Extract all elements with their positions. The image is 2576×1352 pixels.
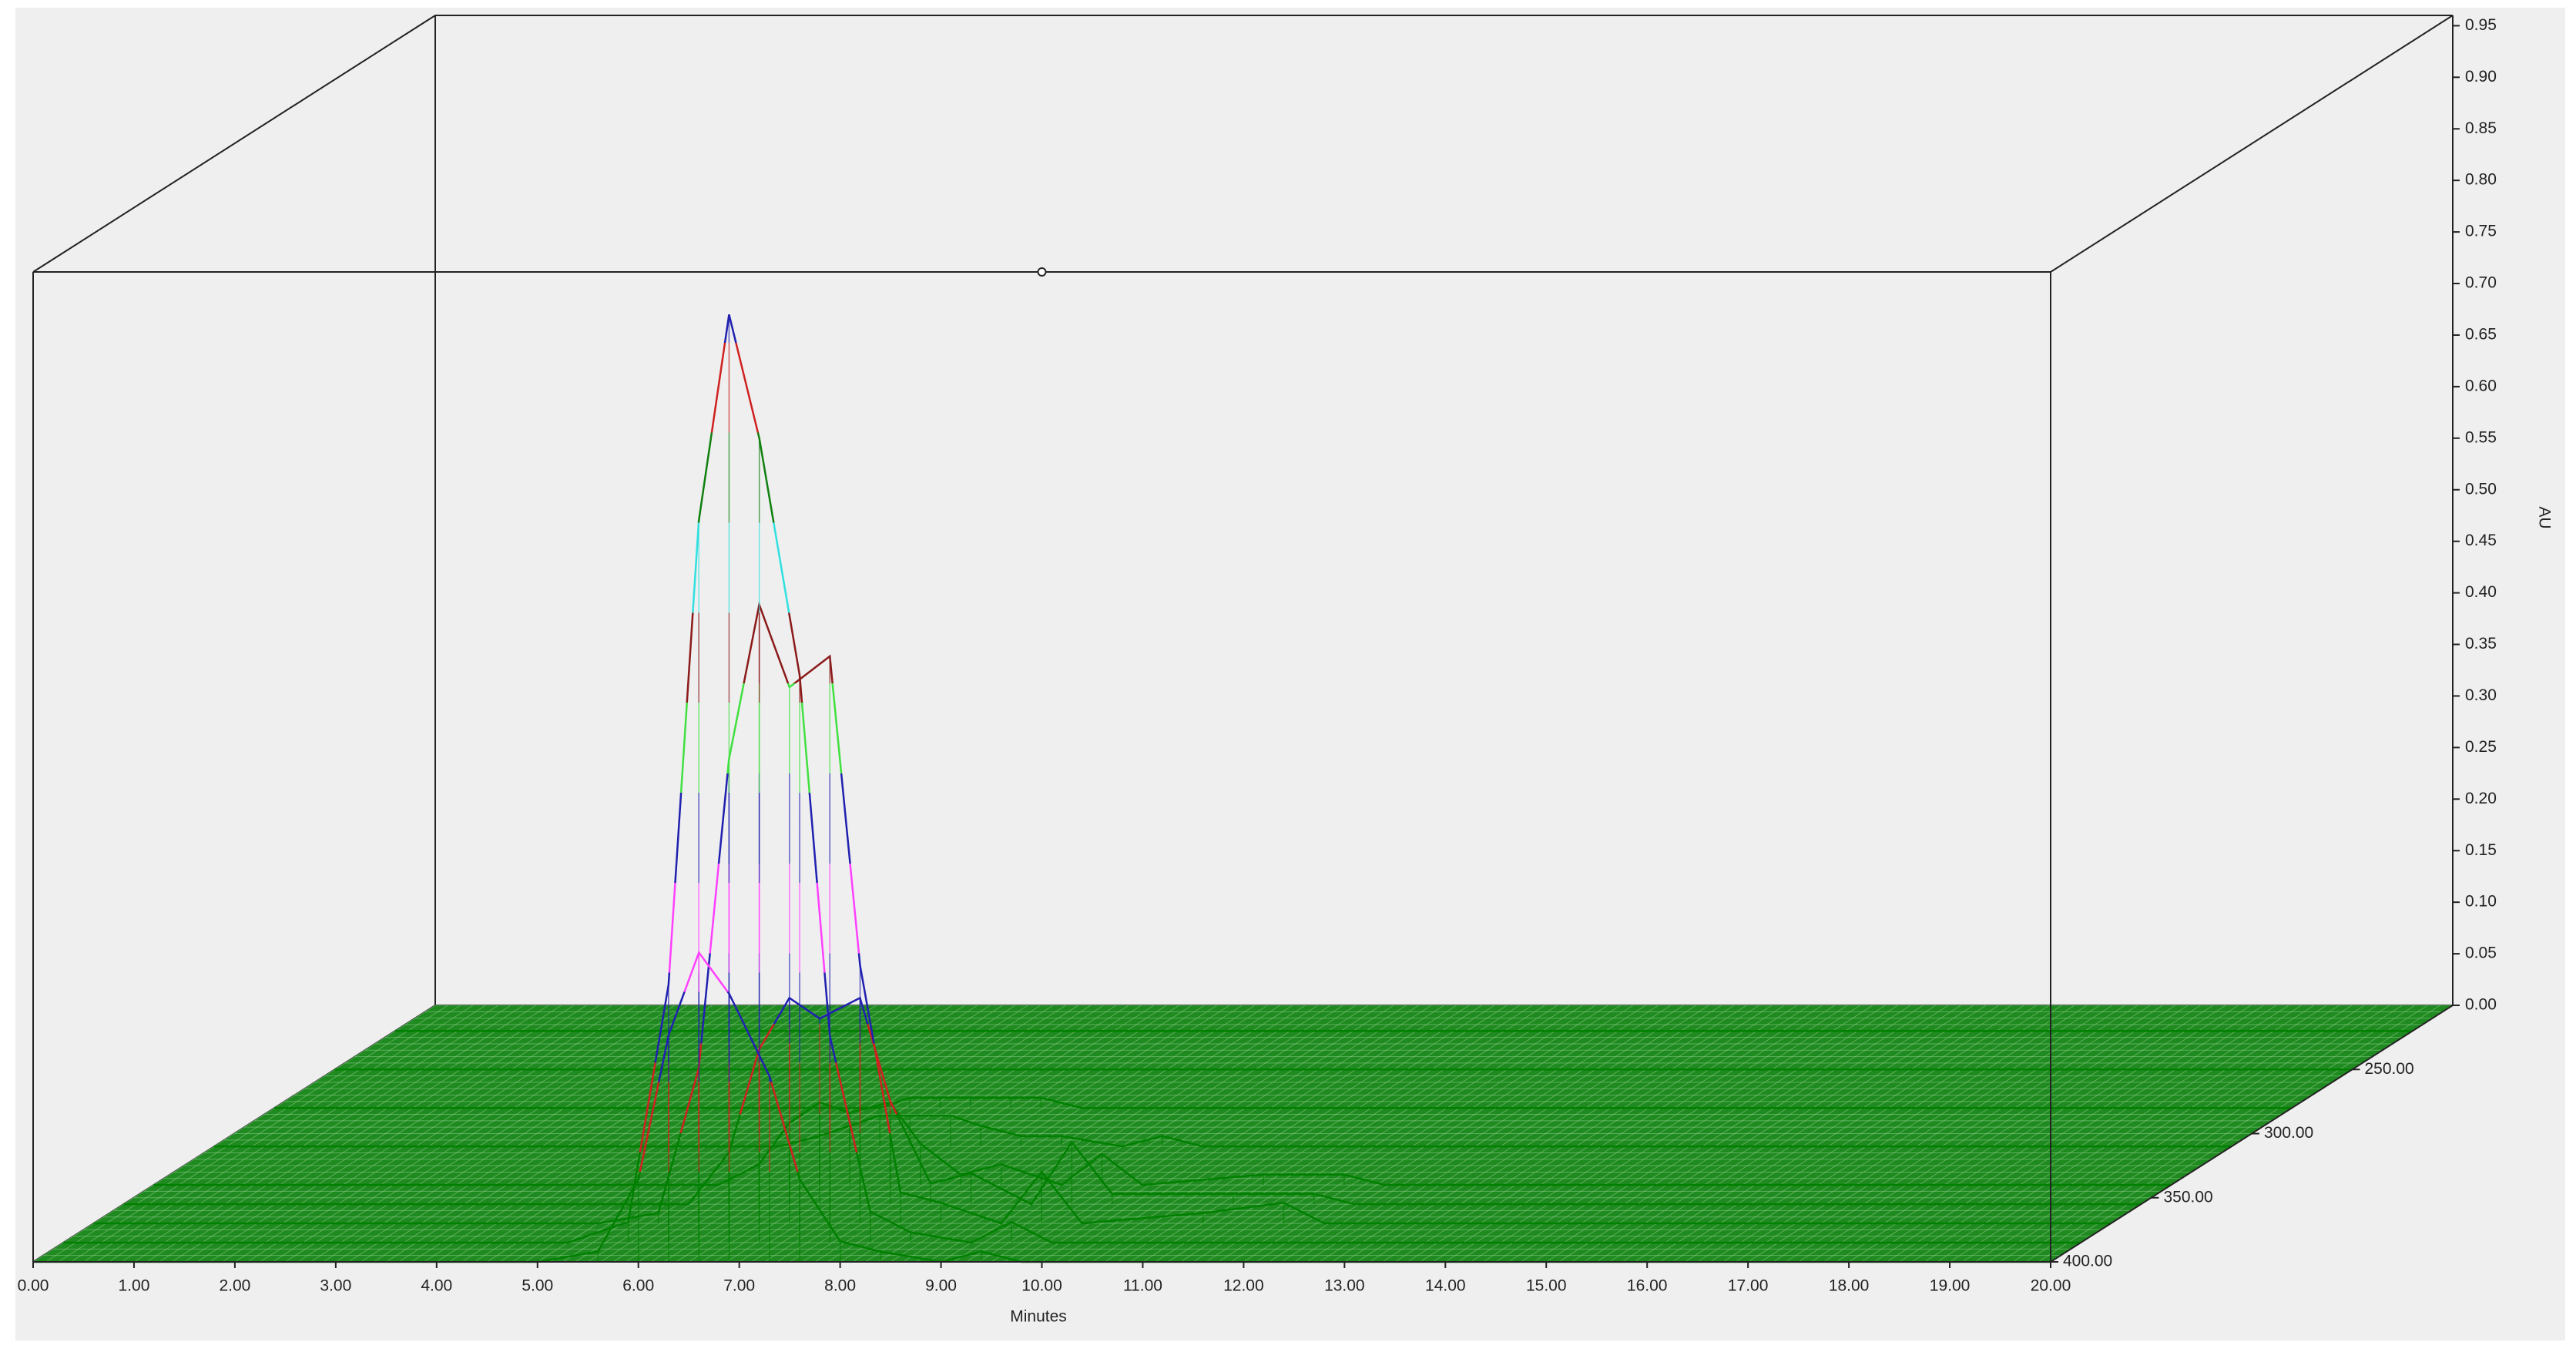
x-tick-label: 6.00 (622, 1277, 654, 1295)
y-tick-label: 0.70 (2465, 274, 2497, 292)
x-tick-label: 15.00 (1526, 1277, 1567, 1295)
z-tick-label: 250.00 (2365, 1060, 2414, 1078)
x-tick-label: 18.00 (1829, 1277, 1870, 1295)
y-axis-title: AU (2535, 506, 2553, 528)
x-tick-label: 7.00 (723, 1277, 755, 1295)
trace-layer (33, 314, 2413, 1263)
y-tick-label: 0.45 (2465, 532, 2497, 549)
x-tick-label: 2.00 (219, 1277, 250, 1295)
y-tick-label: 0.80 (2465, 171, 2497, 189)
box-edge (32, 15, 436, 273)
y-tick-label: 0.90 (2465, 68, 2497, 86)
trace (274, 1096, 2293, 1109)
y-tick-label: 0.30 (2465, 686, 2497, 704)
x-tick-label: 19.00 (1930, 1277, 1971, 1295)
y-tick-label: 0.10 (2465, 893, 2497, 911)
y-tick-label: 0.20 (2465, 790, 2497, 807)
y-tick-label: 0.60 (2465, 377, 2497, 394)
trace (213, 1114, 2232, 1148)
y-tick-label: 0.50 (2465, 480, 2497, 498)
x-axis-title: Minutes (1010, 1308, 1067, 1326)
x-tick-label: 1.00 (119, 1277, 150, 1295)
y-tick-label: 0.05 (2465, 944, 2497, 962)
x-tick-label: 4.00 (421, 1277, 452, 1295)
x-tick-label: 5.00 (522, 1277, 553, 1295)
x-tick-label: 13.00 (1324, 1277, 1365, 1295)
y-tick-label: 0.40 (2465, 583, 2497, 601)
y-tick-label: 0.00 (2465, 996, 2497, 1014)
trace (123, 996, 2142, 1206)
y-tick-label: 0.25 (2465, 738, 2497, 756)
y-tick-label: 0.35 (2465, 635, 2497, 653)
y-tick-label: 0.65 (2465, 325, 2497, 343)
x-tick-label: 3.00 (320, 1277, 351, 1295)
y-tick-label: 0.75 (2465, 223, 2497, 240)
x-tick-label: 20.00 (2031, 1277, 2071, 1295)
rotation-handle (1037, 267, 1047, 277)
x-tick-label: 14.00 (1425, 1277, 1466, 1295)
trace (153, 1101, 2172, 1186)
y-tick-label: 0.55 (2465, 428, 2497, 446)
x-tick-label: 16.00 (1627, 1277, 1668, 1295)
x-tick-label: 10.00 (1021, 1277, 1062, 1295)
y-tick-label: 0.85 (2465, 119, 2497, 137)
x-tick-label: 12.00 (1223, 1277, 1264, 1295)
x-tick-label: 0.00 (18, 1277, 49, 1295)
x-tick-label: 11.00 (1123, 1277, 1162, 1295)
x-tick-label: 9.00 (925, 1277, 957, 1295)
y-tick-label: 0.15 (2465, 841, 2497, 859)
z-tick-label: 350.00 (2164, 1188, 2213, 1206)
trace (63, 314, 2081, 1244)
z-tick-label: 300.00 (2264, 1124, 2313, 1142)
x-tick-label: 8.00 (824, 1277, 856, 1295)
box-edge (2050, 15, 2454, 273)
z-tick-label: 400.00 (2063, 1253, 2112, 1270)
front-layer: 0.00 1.00 2.00 3.00 4.00 5.00 6.00 7.00 8.00 9.00… (18, 16, 2497, 1295)
x-tick-label: 17.00 (1728, 1277, 1769, 1295)
y-tick-label: 0.95 (2465, 16, 2497, 34)
